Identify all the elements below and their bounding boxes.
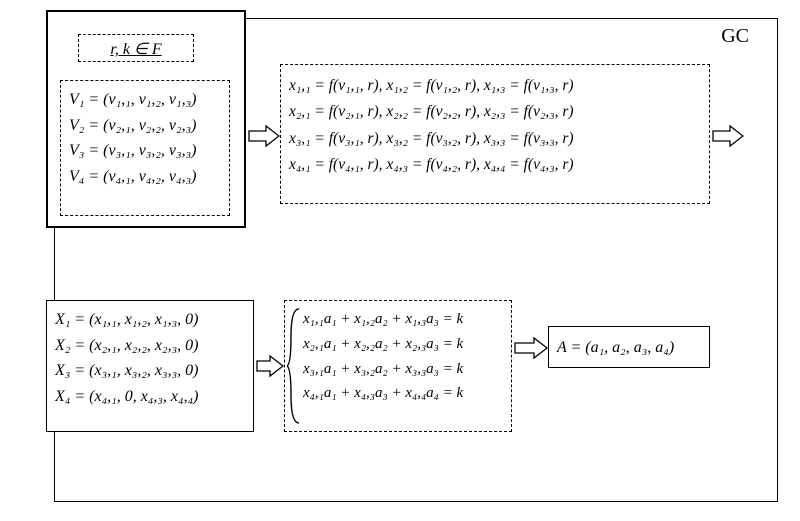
arrow-eq-to-a [514,336,548,360]
v-line-2: V₂ = (v₂,₁, v₂,₂, v₂,₃) [69,113,221,139]
v-definitions-box: V₁ = (v₁,₁, v₁,₂, v₁,₃) V₂ = (v₂,₁, v₂,₂… [60,80,230,216]
arrow-v-to-f [248,124,280,148]
f-transform-box: x₁,₁ = f(v₁,₁, r), x₁,₂ = f(v₁,₂, r), x₁… [280,64,710,204]
f-line-2: x₂,₁ = f(v₂,₁, r), x₂,₂ = f(v₂,₂, r), x₂… [289,99,701,125]
eq-line-3: x₃,₁a₁ + x₃,₂a₂ + x₃,₃a₃ = k [303,357,507,382]
eq-line-4: x₄,₁a₁ + x₄,₃a₃ + x₄,₄a₄ = k [303,381,507,406]
f-line-3: x₃,₁ = f(v₃,₁, r), x₃,₂ = f(v₃,₂, r), x₃… [289,126,701,152]
x-line-2: X₂ = (x₂,₁, x₂,₂, x₂,₃, 0) [55,333,245,359]
x-line-4: X₄ = (x₄,₁, 0, x₄,₃, x₄,₄) [55,384,245,410]
x-line-1: X₁ = (x₁,₁, x₁,₂, x₁,₃, 0) [55,307,245,333]
eq-line-2: x₂,₁a₁ + x₂,₂a₂ + x₂,₃a₃ = k [303,332,507,357]
arrow-x-to-eq [256,354,284,378]
f-line-1: x₁,₁ = f(v₁,₁, r), x₁,₂ = f(v₁,₂, r), x₁… [289,73,701,99]
v-line-1: V₁ = (v₁,₁, v₁,₂, v₁,₃) [69,87,221,113]
eq-line-1: x₁,₁a₁ + x₁,₂a₂ + x₁,₃a₃ = k [303,307,507,332]
v-line-4: V₄ = (v₄,₁, v₄,₂, v₄,₃) [69,164,221,190]
a-result-text: A = (a₁, a₂, a₃, a₄) [557,339,674,356]
f-line-4: x₄,₁ = f(v₄,₁, r), x₄,₃ = f(v₄,₂, r), x₄… [289,152,701,178]
x-definitions-box: X₁ = (x₁,₁, x₁,₂, x₁,₃, 0) X₂ = (x₂,₁, x… [46,300,254,432]
rk-header-box: r, k ∈ F [78,34,194,62]
v-line-3: V₃ = (v₃,₁, v₃,₂, v₃,₃) [69,138,221,164]
gc-label: GC [721,25,749,48]
equation-system-box: x₁,₁a₁ + x₁,₂a₂ + x₁,₃a₃ = k x₂,₁a₁ + x₂… [284,300,512,432]
x-line-3: X₃ = (x₃,₁, x₃,₂, x₃,₃, 0) [55,358,245,384]
rk-header-text: r, k ∈ F [110,41,161,58]
arrow-f-out [712,124,744,148]
left-brace [287,307,301,425]
result-a-box: A = (a₁, a₂, a₃, a₄) [548,326,710,368]
